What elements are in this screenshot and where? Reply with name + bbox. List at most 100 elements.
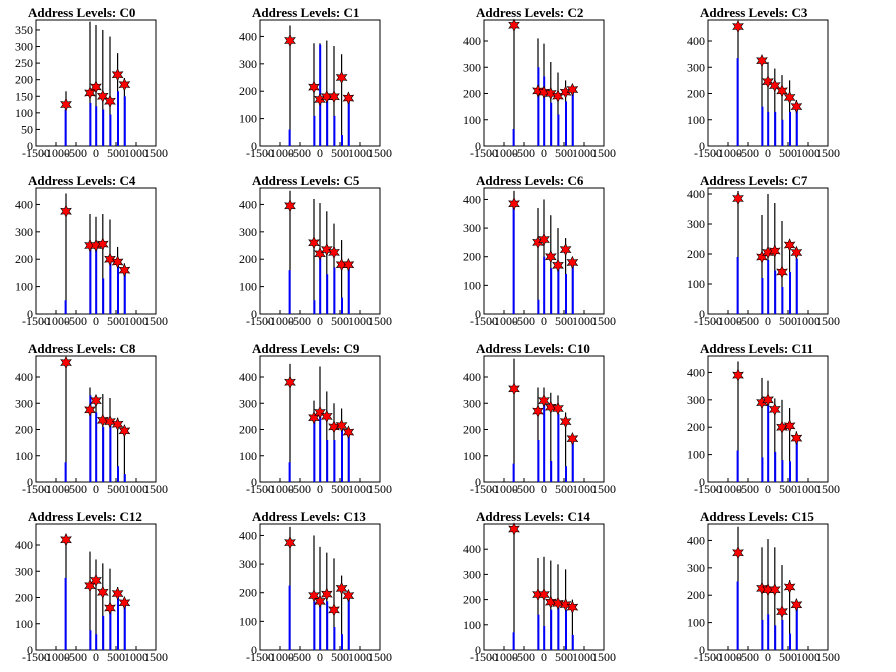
star-marker — [104, 94, 116, 108]
star-marker — [314, 405, 326, 420]
y-tick-label: 300 — [687, 561, 705, 575]
y-tick-label: 0 — [251, 475, 257, 489]
star-marker — [96, 413, 109, 428]
x-tick-label: 1000 — [572, 314, 596, 328]
star-marker — [776, 84, 788, 98]
x-tick-label: -1500 — [22, 482, 50, 496]
x-tick-label: 1500 — [816, 314, 840, 328]
y-tick-label: 200 — [15, 73, 33, 87]
x-tick-label: 1000 — [124, 650, 148, 664]
x-tick-label: -1000 — [490, 650, 518, 664]
x-tick-label: 500 — [107, 650, 125, 664]
star-marker — [768, 582, 781, 597]
star-marker — [776, 604, 788, 619]
y-tick-label: 400 — [239, 370, 257, 384]
chart-title: Address Levels: C1 — [252, 5, 359, 20]
star-marker — [544, 249, 557, 264]
star-marker — [559, 242, 572, 257]
x-tick-label: -500 — [65, 650, 87, 664]
star-marker — [104, 414, 116, 429]
star-marker — [111, 255, 124, 269]
x-tick-label: 500 — [779, 650, 797, 664]
x-tick-label: 1000 — [796, 482, 820, 496]
y-tick-label: 200 — [15, 591, 33, 605]
x-tick-label: 500 — [331, 146, 349, 160]
y-tick-label: 100 — [687, 616, 705, 630]
star-marker — [552, 258, 564, 273]
star-marker — [508, 197, 520, 211]
x-tick-label: 1000 — [796, 314, 820, 328]
x-tick-label: 500 — [107, 146, 125, 160]
star-marker — [538, 587, 550, 602]
x-tick-label: 1000 — [572, 146, 596, 160]
star-marker — [768, 244, 781, 258]
y-tick-label: 300 — [687, 217, 705, 231]
x-tick-label: -1500 — [470, 650, 498, 664]
x-tick-label: -1500 — [470, 314, 498, 328]
y-tick-label: 100 — [687, 277, 705, 291]
y-tick-label: 100 — [687, 448, 705, 462]
x-tick-label: 1000 — [572, 650, 596, 664]
x-tick-label: 500 — [107, 482, 125, 496]
x-tick-label: 1000 — [572, 482, 596, 496]
chart-title: Address Levels: C4 — [28, 173, 136, 188]
star-marker — [762, 74, 774, 89]
x-tick-label: 1000 — [348, 314, 372, 328]
star-marker — [559, 414, 572, 429]
x-tick-label: -500 — [513, 650, 535, 664]
x-tick-label: -1500 — [246, 482, 274, 496]
y-tick-label: 200 — [687, 247, 705, 261]
y-tick-label: 200 — [463, 593, 481, 607]
x-tick-label: -500 — [65, 314, 87, 328]
x-tick-label: -1500 — [694, 482, 722, 496]
star-marker — [508, 18, 520, 32]
star-marker — [328, 89, 340, 104]
x-tick-label: 0 — [765, 314, 771, 328]
x-tick-label: 500 — [331, 650, 349, 664]
y-tick-label: 100 — [239, 112, 257, 126]
star-marker — [566, 255, 579, 270]
x-tick-label: -1000 — [266, 482, 294, 496]
y-tick-label: 0 — [475, 307, 481, 321]
y-tick-label: 0 — [475, 475, 481, 489]
star-marker — [308, 588, 320, 603]
star-marker — [552, 401, 564, 416]
x-tick-label: 1500 — [592, 650, 616, 664]
star-marker — [342, 257, 355, 272]
y-tick-label: 100 — [463, 449, 481, 463]
x-tick-label: -500 — [65, 482, 87, 496]
y-tick-label: 400 — [687, 34, 705, 48]
star-marker — [118, 77, 131, 92]
star-marker — [60, 533, 72, 547]
star-marker — [90, 393, 102, 408]
x-tick-label: -1500 — [246, 146, 274, 160]
x-tick-label: -1000 — [42, 650, 70, 664]
star-marker — [783, 580, 796, 594]
x-tick-label: -1000 — [714, 146, 742, 160]
x-tick-label: -1500 — [246, 314, 274, 328]
star-marker — [566, 600, 579, 614]
star-marker — [96, 89, 109, 104]
star-marker — [90, 573, 102, 588]
x-tick-label: 1500 — [592, 146, 616, 160]
star-marker — [308, 236, 320, 250]
x-tick-label: -500 — [513, 314, 535, 328]
y-tick-label: 200 — [15, 423, 33, 437]
star-marker — [783, 238, 796, 252]
chart-title: Address Levels: C12 — [28, 509, 142, 524]
x-tick-label: 1000 — [348, 482, 372, 496]
star-marker — [84, 403, 96, 417]
y-tick-label: 400 — [239, 528, 257, 542]
x-tick-label: 0 — [317, 146, 323, 160]
y-tick-label: 200 — [239, 84, 257, 98]
y-tick-label: 300 — [239, 557, 257, 571]
x-tick-label: 0 — [317, 482, 323, 496]
x-tick-label: -500 — [737, 482, 759, 496]
x-tick-label: 500 — [555, 314, 573, 328]
y-tick-label: 200 — [463, 87, 481, 101]
x-tick-label: -1000 — [490, 314, 518, 328]
y-tick-label: 200 — [687, 87, 705, 101]
